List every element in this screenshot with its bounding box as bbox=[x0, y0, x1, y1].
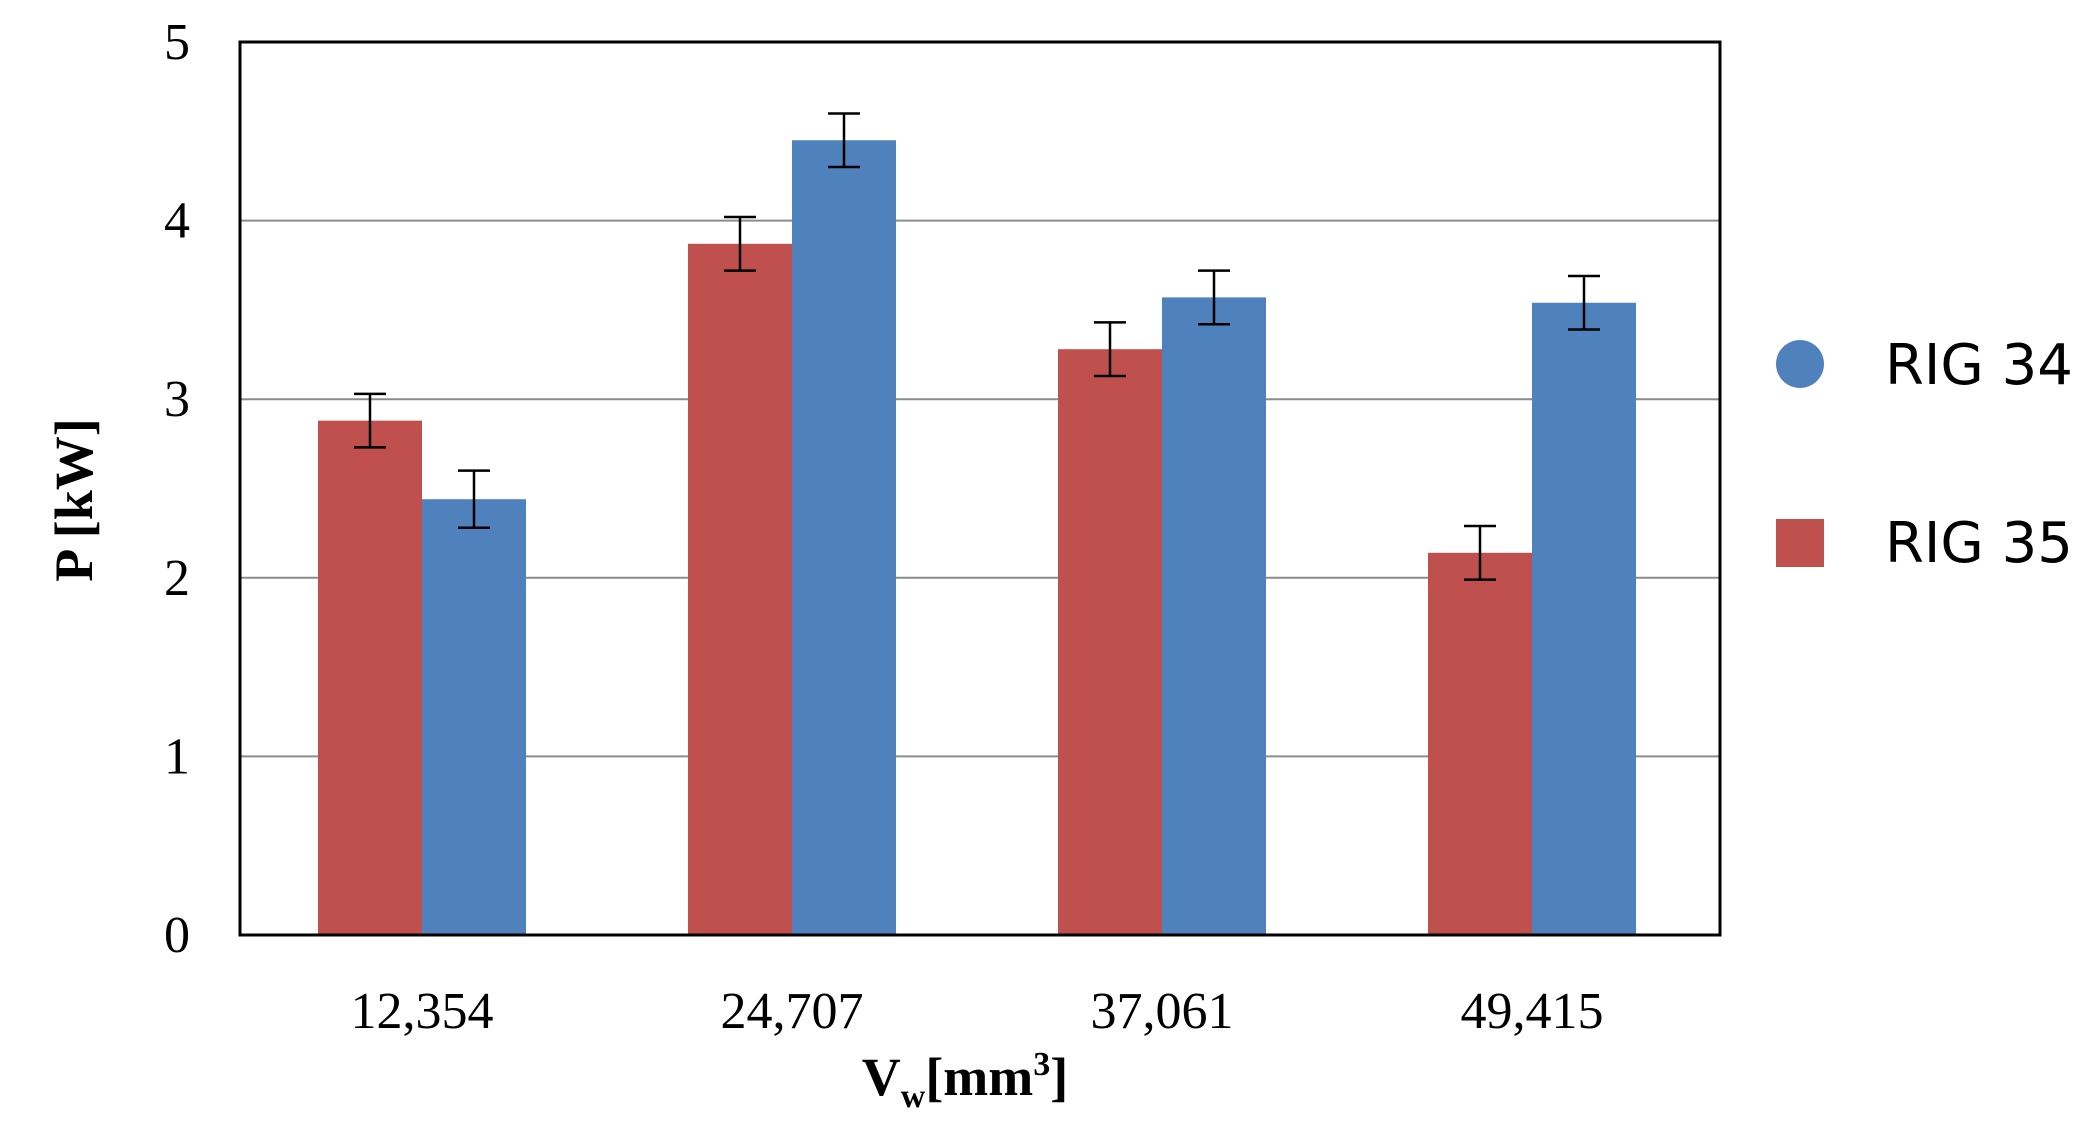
x-axis-title-unit-open: [mm bbox=[925, 1047, 1033, 1107]
error-bar-rig35 bbox=[354, 392, 386, 449]
x-tick-label: 12,354 bbox=[351, 983, 494, 1040]
bar-rig35 bbox=[1058, 349, 1162, 935]
x-tick-label: 49,415 bbox=[1461, 983, 1604, 1040]
error-bar-rig35 bbox=[1464, 524, 1496, 581]
x-tick-label: 37,061 bbox=[1091, 983, 1234, 1040]
bar-rig34 bbox=[422, 499, 526, 935]
bar-rig34 bbox=[792, 140, 896, 936]
x-axis-title-unit-close: ] bbox=[1050, 1047, 1068, 1107]
bar-rig35 bbox=[318, 420, 422, 936]
x-axis-title-main: V bbox=[862, 1047, 901, 1107]
error-bar-rig34 bbox=[1198, 269, 1230, 326]
bar-rig34 bbox=[1162, 297, 1266, 935]
legend-marker-rig34 bbox=[1776, 340, 1824, 388]
legend-label-rig34: RIG 34 bbox=[1885, 333, 2073, 398]
bars bbox=[318, 140, 1636, 936]
x-axis-tick-labels: 12,354 24,707 37,061 49,415 bbox=[351, 983, 1604, 1040]
y-axis-title: P [kW] bbox=[44, 418, 104, 582]
x-axis-title-superscript: 3 bbox=[1033, 1046, 1050, 1083]
y-tick-label: 2 bbox=[164, 550, 190, 607]
plot-area-frame bbox=[238, 40, 1722, 937]
x-axis-title-subscript: w bbox=[901, 1078, 926, 1115]
bar-rig35 bbox=[688, 243, 792, 935]
x-axis-title: Vw[mm3] bbox=[862, 1046, 1069, 1115]
legend-marker-rig35 bbox=[1776, 519, 1824, 567]
error-bar-rig35 bbox=[1094, 321, 1126, 378]
x-tick-label: 24,707 bbox=[721, 983, 864, 1040]
bar-rig34 bbox=[1532, 302, 1636, 936]
y-tick-label: 1 bbox=[164, 728, 190, 785]
bar-rig35 bbox=[1428, 552, 1532, 935]
error-bar-rig35 bbox=[724, 215, 756, 272]
error-bar-rig34 bbox=[828, 112, 860, 169]
y-tick-label: 3 bbox=[164, 371, 190, 428]
y-axis-tick-labels: 0 1 2 3 4 5 bbox=[164, 14, 190, 964]
error-bar-rig34 bbox=[1568, 274, 1600, 331]
error-bar-rig34 bbox=[458, 469, 490, 530]
y-tick-label: 0 bbox=[164, 907, 190, 964]
y-tick-label: 5 bbox=[164, 14, 190, 71]
legend-label-rig35: RIG 35 bbox=[1885, 511, 2073, 576]
error-bars bbox=[354, 112, 1600, 581]
y-tick-label: 4 bbox=[164, 193, 190, 250]
legend: RIG 34 RIG 35 bbox=[1776, 333, 2073, 576]
